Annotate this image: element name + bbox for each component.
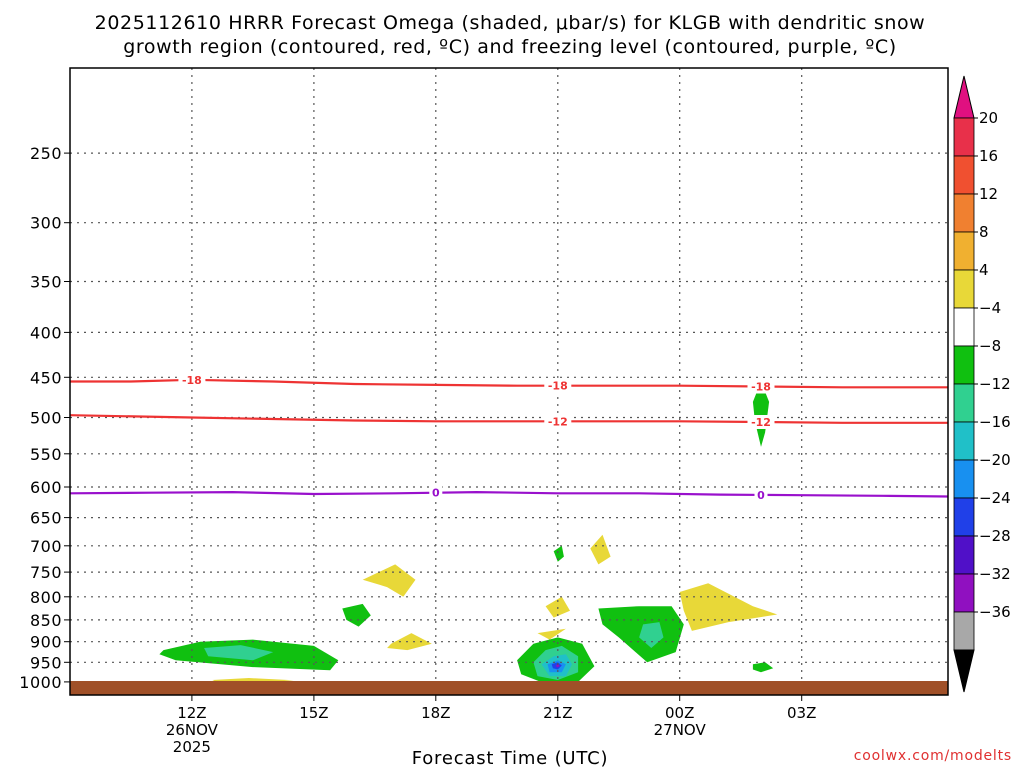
freezing-level-label-bg <box>429 485 443 500</box>
colorbar-segment-12 <box>953 573 975 613</box>
omega-shaded-areas <box>159 381 778 684</box>
colorbar-segment-0 <box>953 117 975 157</box>
temperature-contours: -18 -18 -18 -12 -12 0 0 <box>69 372 949 502</box>
ytick-label-1000: 1000 <box>19 673 62 692</box>
dgz-minus12-line <box>69 414 948 424</box>
ytick-label-400: 400 <box>30 323 62 342</box>
omega-neg-4-b <box>342 603 371 627</box>
ytick-label-950: 950 <box>30 653 62 672</box>
ytick-label-900: 900 <box>30 633 62 652</box>
colorbar-segment-7 <box>953 383 975 423</box>
freezing-level-line <box>69 490 949 498</box>
colorbar-label-5: −4 <box>979 299 1001 317</box>
colorbar-label-10: −24 <box>979 489 1011 507</box>
colorbar-label-1: 16 <box>979 147 998 165</box>
colorbar-segment-9 <box>953 459 975 499</box>
ytick-label-600: 600 <box>30 478 62 497</box>
omega-neg-4-c <box>553 545 564 562</box>
dgz-minus12-label-bg <box>544 414 572 429</box>
dgz-minus18-label-bg <box>747 379 775 394</box>
credit-text: coolwx.com/modelts <box>854 748 1012 764</box>
omega-neg-4-f <box>752 381 770 447</box>
xtick-year-2025: 2025 <box>173 738 211 756</box>
colorbar-label-3: 8 <box>979 223 989 241</box>
colorbar-segment-13 <box>953 611 975 651</box>
ytick-label-350: 350 <box>30 273 62 292</box>
xtick-label-00Z: 00Z <box>665 704 694 722</box>
xtick-date-26NOV: 26NOV <box>166 721 219 739</box>
ytick-label-850: 850 <box>30 611 62 630</box>
colorbar-label-7: −12 <box>979 375 1011 393</box>
colorbar-segment-8 <box>953 421 975 461</box>
ytick-label-550: 550 <box>30 445 62 464</box>
colorbar-label-8: −16 <box>979 413 1011 431</box>
ground-bar <box>70 681 948 695</box>
omega-neg-8-a <box>204 645 274 661</box>
colorbar-segment-11 <box>953 535 975 575</box>
colorbar-segment-4 <box>953 269 975 309</box>
colorbar-label-6: −8 <box>979 337 1001 355</box>
xtick-label-03Z: 03Z <box>787 704 816 722</box>
freezing-level-label: 0 <box>757 489 765 502</box>
x-axis-label: Forecast Time (UTC) <box>412 748 609 768</box>
omega-neg-28-d <box>555 664 560 668</box>
colorbar-label-2: 12 <box>979 185 998 203</box>
omega-pos-4-d <box>537 628 566 640</box>
y-axis-ticks: 250 300 350 400 450 500 550 600 650 700 750 800 850 9… <box>19 144 70 692</box>
omega-pos-4-c <box>387 633 432 651</box>
dgz-minus18-label-bg <box>178 372 206 387</box>
ytick-label-650: 650 <box>30 509 62 528</box>
xtick-label-18Z: 18Z <box>421 704 450 722</box>
colorbar-segment-6 <box>953 345 975 385</box>
ytick-label-250: 250 <box>30 144 62 163</box>
colorbar-segment-3 <box>953 231 975 271</box>
freezing-level-label: 0 <box>432 487 440 500</box>
colorbar-label-11: −28 <box>979 527 1011 545</box>
colorbar-label-9: −20 <box>979 451 1011 469</box>
chart-title-line1: 2025112610 HRRR Forecast Omega (shaded, … <box>95 12 926 34</box>
dgz-minus18-label: -18 <box>548 380 568 393</box>
ytick-label-300: 300 <box>30 214 62 233</box>
colorbar-label-0: 20 <box>979 109 998 127</box>
ytick-label-750: 750 <box>30 563 62 582</box>
xtick-date-27NOV: 27NOV <box>654 721 707 739</box>
colorbar-label-4: 4 <box>979 261 989 279</box>
colorbar-segment-2 <box>953 193 975 233</box>
dgz-minus18-label: -18 <box>182 374 202 387</box>
chart-title-line2: growth region (contoured, red, ºC) and f… <box>123 36 897 58</box>
dgz-minus12-label: -12 <box>751 416 771 429</box>
dgz-minus18-label-bg <box>544 378 572 393</box>
xtick-label-15Z: 15Z <box>299 704 328 722</box>
colorbar-segment-5 <box>953 307 975 347</box>
freezing-level-label-bg <box>754 487 768 502</box>
colorbar-segment-1 <box>953 155 975 195</box>
ytick-label-450: 450 <box>30 368 62 387</box>
ytick-label-700: 700 <box>30 537 62 556</box>
colorbar-label-13: −36 <box>979 603 1011 621</box>
colorbar-bottom-arrow <box>953 649 975 693</box>
omega-pos-4-b <box>362 564 416 597</box>
omega-neg-4-g <box>752 662 774 673</box>
dgz-minus18-label: -18 <box>751 381 771 394</box>
colorbar-label-12: −32 <box>979 565 1011 583</box>
dgz-minus12-label-bg <box>747 415 775 429</box>
colorbar-segment-10 <box>953 497 975 537</box>
omega-pos-4-g <box>679 583 778 631</box>
xtick-label-12Z: 12Z <box>177 704 206 722</box>
ytick-label-800: 800 <box>30 588 62 607</box>
ytick-label-500: 500 <box>30 409 62 428</box>
colorbar-top-arrow <box>953 75 975 119</box>
dgz-minus12-label: -12 <box>548 415 568 428</box>
plot-frame <box>69 67 949 696</box>
omega-pos-4-e <box>590 534 611 565</box>
xtick-label-21Z: 21Z <box>543 704 572 722</box>
colorbar: 20 16 12 8 4 −4 −8 −12 −16 −20 −24 −28 −32 −36 <box>953 75 1011 693</box>
